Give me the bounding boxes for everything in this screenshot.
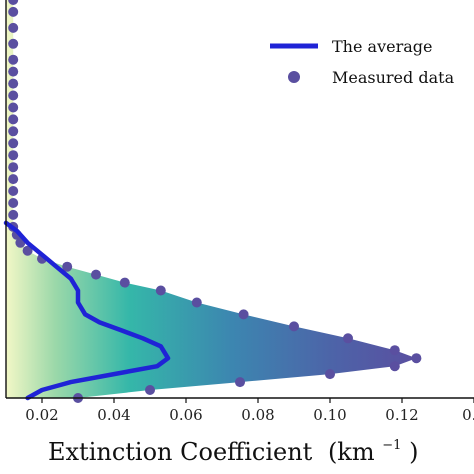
x-tick-label: 0.02 <box>25 406 58 424</box>
x-tick-label: 0.06 <box>169 406 202 424</box>
x-tick-label: 0.10 <box>313 406 346 424</box>
measured-data-point <box>8 90 19 101</box>
measured-data-point <box>8 186 19 196</box>
x-axis-title-unit-exponent: −1 <box>382 438 401 453</box>
measured-data-point <box>8 198 19 208</box>
x-tick-label: 0.1 <box>462 406 474 424</box>
measured-data-point <box>8 138 19 149</box>
measured-data-point <box>325 369 335 380</box>
plot-area <box>3 0 422 403</box>
legend-average-label: The average <box>332 37 432 56</box>
measured-data-density <box>6 0 417 398</box>
legend-measured-label: Measured data <box>332 68 455 87</box>
measured-data-point <box>411 353 422 364</box>
measured-data-point <box>8 209 19 220</box>
legend: The average Measured data <box>270 37 455 87</box>
x-axis-title-unit: (km <box>328 438 375 466</box>
measured-data-point <box>191 297 202 308</box>
measured-data-point <box>145 385 155 395</box>
measured-data-point <box>235 377 245 388</box>
x-tick-label: 0.08 <box>241 406 274 424</box>
legend-measured-swatch <box>288 71 300 83</box>
x-ticks: 0.02 0.04 0.06 0.08 0.10 0.12 0.1 <box>25 398 474 424</box>
measured-data-point <box>8 66 19 77</box>
measured-data-point <box>8 78 19 89</box>
average-line <box>3 220 171 401</box>
measured-data-point <box>343 333 353 344</box>
measured-data-point <box>389 361 400 372</box>
x-tick-label: 0.12 <box>385 406 418 424</box>
measured-data-point <box>389 345 400 356</box>
measured-data-point <box>119 277 130 288</box>
x-tick-label: 0.04 <box>97 406 130 424</box>
measured-data-point <box>155 285 166 296</box>
measured-data-point <box>8 150 19 161</box>
measured-data-point <box>8 38 19 49</box>
measured-data-point <box>289 321 299 332</box>
measured-data-point <box>8 54 19 65</box>
measured-data-point <box>8 6 19 17</box>
x-axis-title-main: Extinction Coefficient <box>48 438 313 466</box>
measured-data-point <box>22 245 33 256</box>
measured-data-point <box>91 269 101 280</box>
measured-data-point <box>8 0 19 5</box>
measured-data-point <box>8 114 19 125</box>
measured-data-point <box>8 174 19 185</box>
measured-data-point <box>8 102 19 113</box>
measured-data-point <box>8 126 19 137</box>
x-axis-title: Extinction Coefficient (km −1 ) <box>48 427 418 466</box>
measured-data-point <box>62 261 73 272</box>
measured-data-point <box>8 22 19 33</box>
measured-data-point <box>238 309 249 320</box>
x-axis-title-unit-close: ) <box>409 438 418 466</box>
measured-data-point <box>8 162 19 173</box>
